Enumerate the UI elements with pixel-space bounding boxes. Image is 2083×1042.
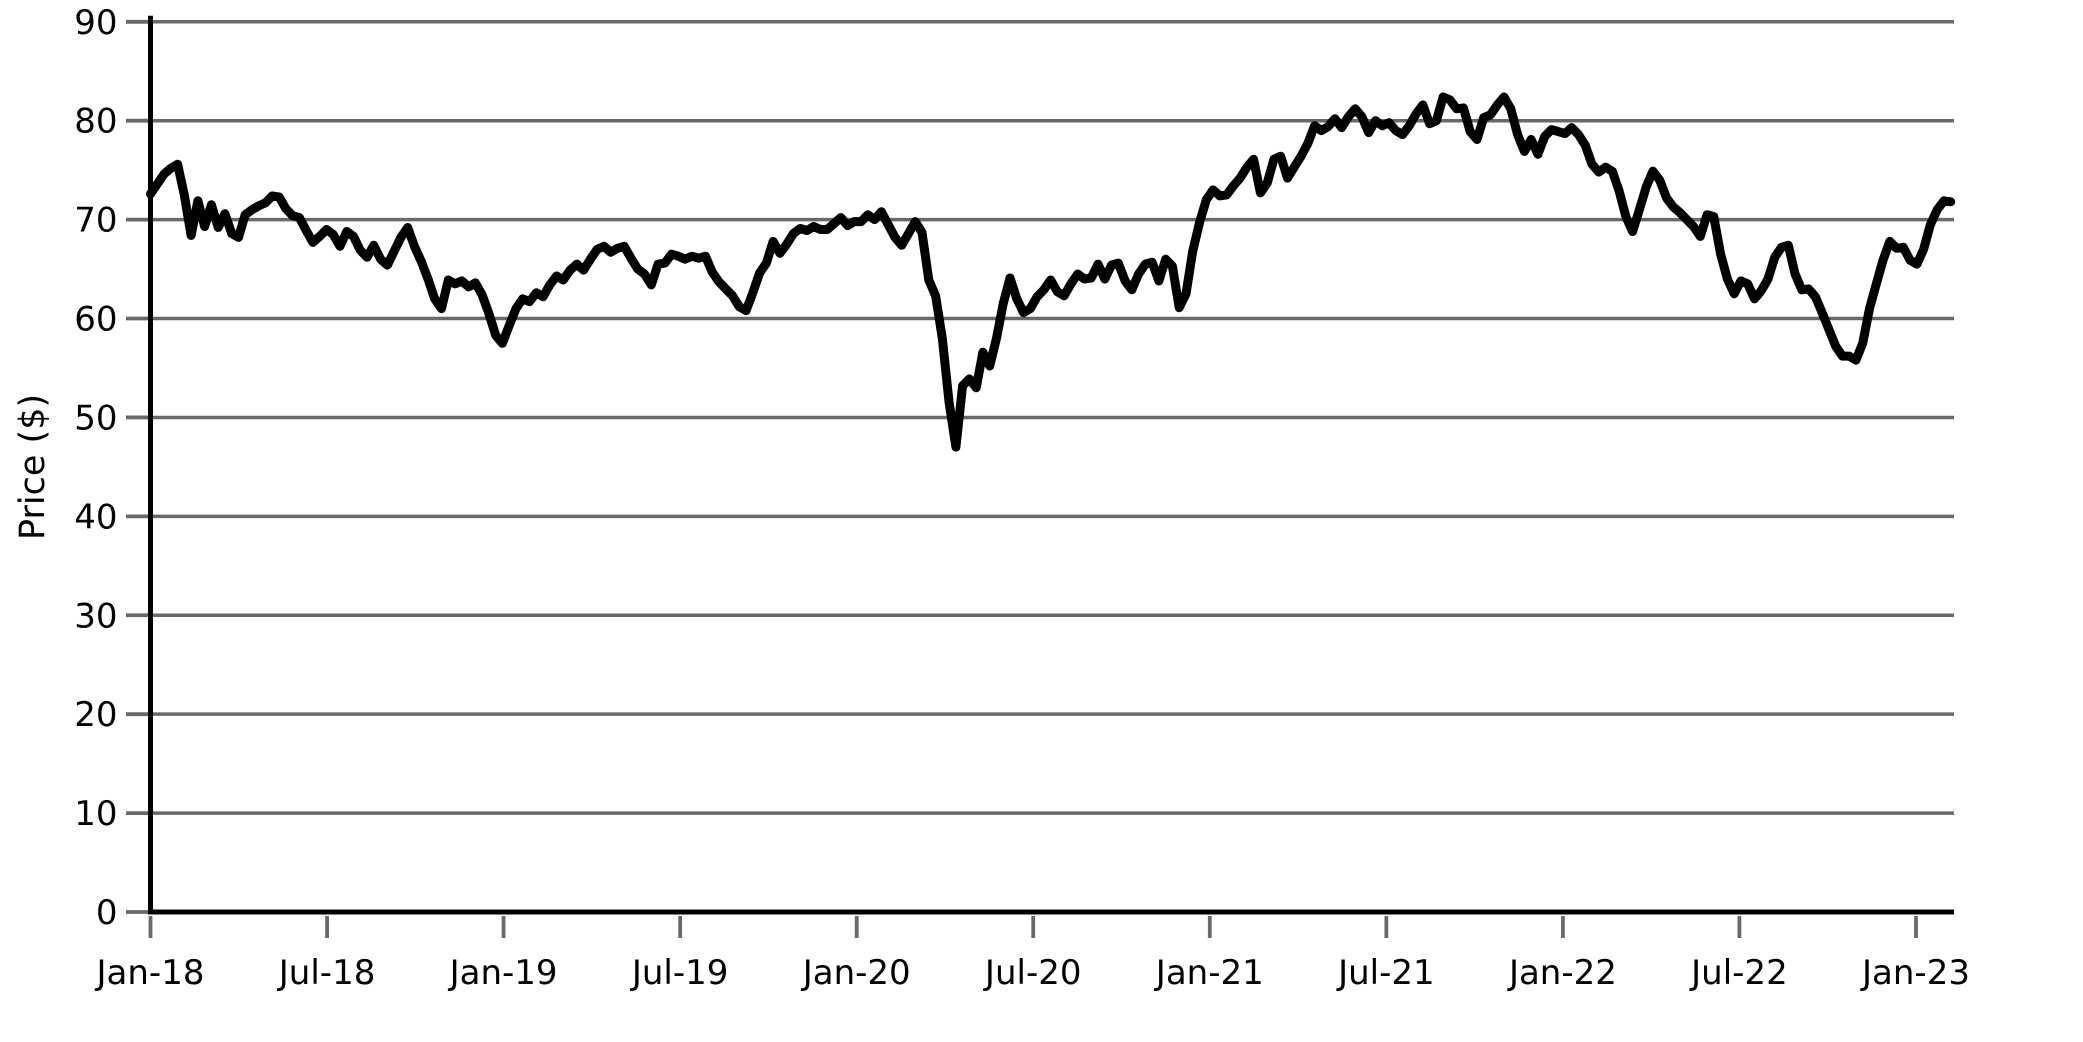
x-tick-label-Jan-23: Jan-23 [1860,953,1970,993]
y-tick-label-20: 20 [74,695,117,735]
y-axis-label: Price ($) [13,394,53,540]
x-tick-label-Jul-21: Jul-21 [1336,953,1435,993]
y-tick-label-90: 90 [74,3,117,43]
y-tick-label-50: 50 [74,398,117,438]
y-tick-label-0: 0 [96,893,118,933]
y-tick-label-40: 40 [74,497,117,537]
x-tick-label-Jan-22: Jan-22 [1507,953,1617,993]
y-tick-label-30: 30 [74,596,117,636]
x-tick-label-Jul-19: Jul-19 [630,953,729,993]
x-tick-label-Jan-18: Jan-18 [95,953,205,993]
x-tick-label-Jan-19: Jan-19 [448,953,558,993]
y-tick-label-80: 80 [74,102,117,142]
x-tick-label-Jul-20: Jul-20 [983,953,1082,993]
x-tick-label-Jan-20: Jan-20 [801,953,911,993]
x-tick-label-Jul-22: Jul-22 [1689,953,1788,993]
price-series-line [146,92,1956,452]
y-tick-label-60: 60 [74,300,117,340]
y-tick-label-10: 10 [74,794,117,834]
y-tick-label-70: 70 [74,201,117,241]
x-tick-label-Jul-18: Jul-18 [277,953,376,993]
x-tick-label-Jan-21: Jan-21 [1154,953,1264,993]
